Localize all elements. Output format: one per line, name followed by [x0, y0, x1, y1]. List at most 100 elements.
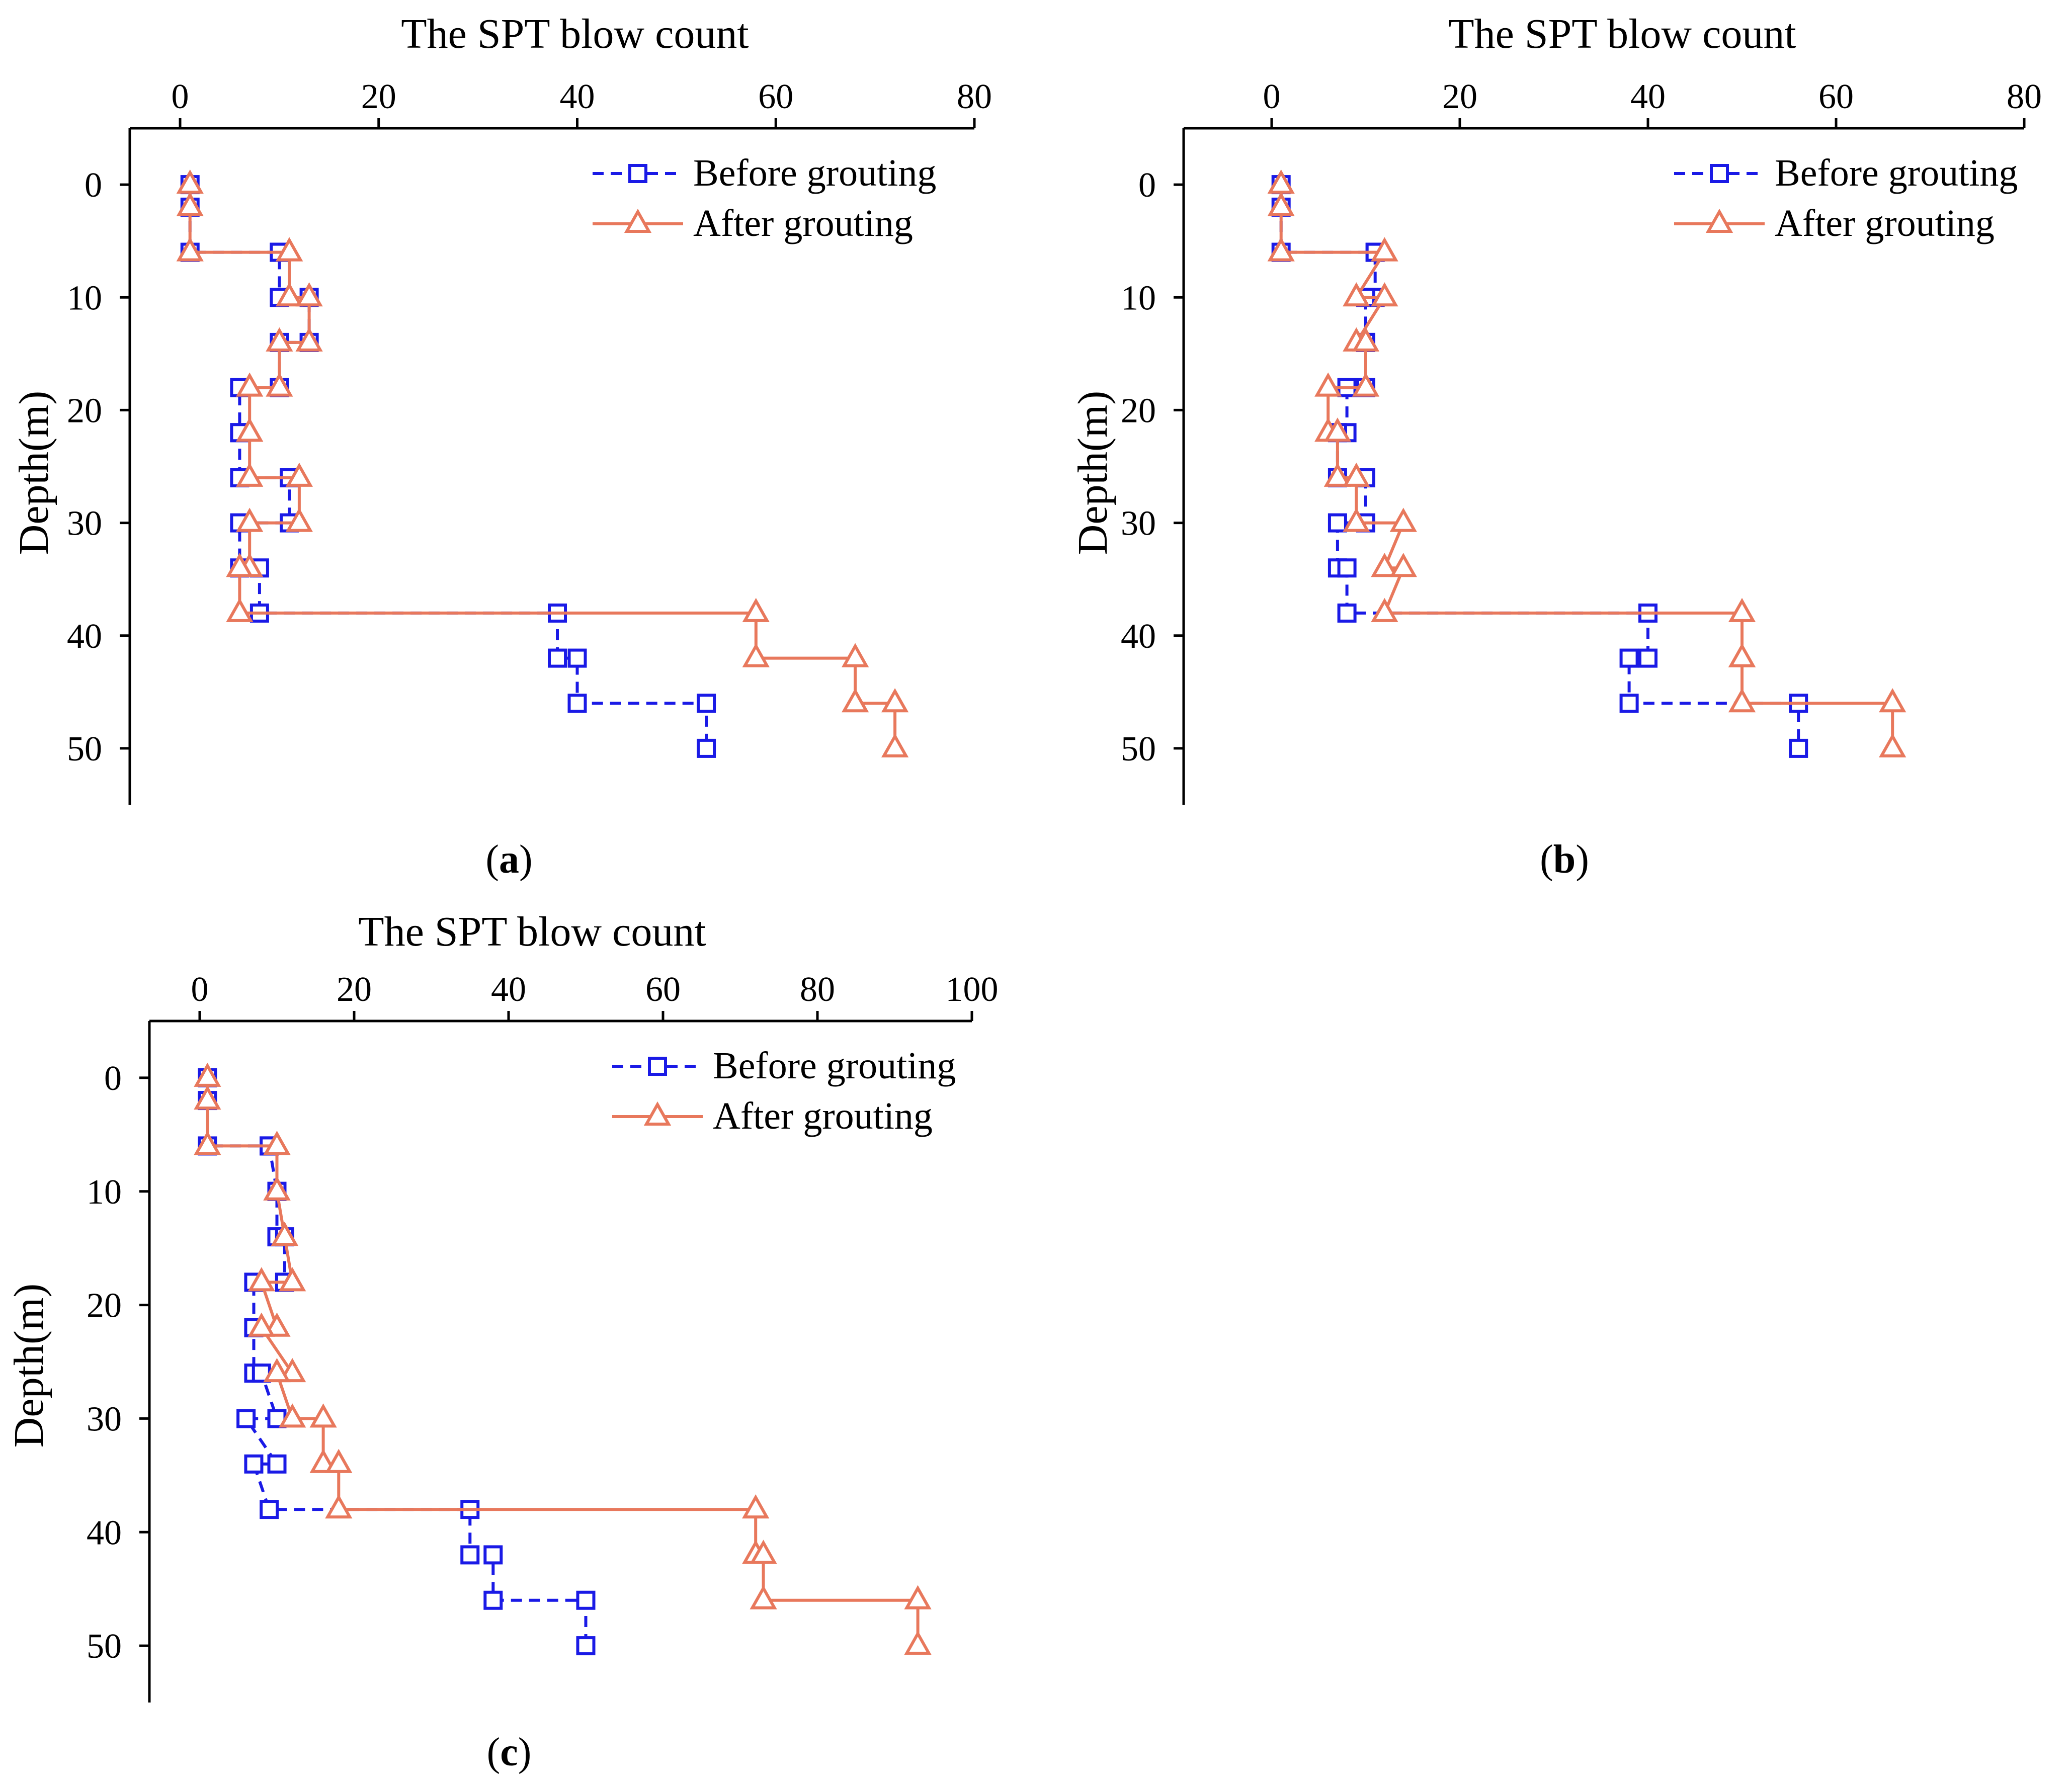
- square-icon: [648, 1057, 667, 1076]
- y-tick-label: 0: [104, 1059, 122, 1098]
- after-grouting-point: [309, 1403, 337, 1428]
- chart-panel-b: The SPT blow count Depth(m) (b) 0 20 40 60 8…: [1069, 11, 2042, 882]
- x-axis-title: The SPT blow count: [401, 11, 749, 57]
- before-grouting-point: [244, 1454, 264, 1474]
- after-grouting-point: [742, 598, 770, 622]
- after-grouting-point: [1371, 553, 1398, 577]
- before-grouting-point: [697, 738, 716, 758]
- x-tick-label: 40: [560, 77, 595, 116]
- y-tick-label: 40: [87, 1513, 122, 1552]
- after-grouting-point: [285, 507, 313, 532]
- after-grouting-point: [176, 192, 204, 216]
- y-axis-title: Depth(m): [11, 391, 57, 555]
- legend-before-label: Before grouting: [1775, 152, 2018, 194]
- after-grouting-point: [247, 1312, 275, 1337]
- after-grouting-point: [266, 327, 293, 352]
- y-axis-title: Depth(m): [1069, 391, 1116, 555]
- before-grouting-point: [267, 1454, 287, 1474]
- before-grouting-point: [483, 1545, 503, 1565]
- before-grouting-point: [460, 1545, 480, 1565]
- after-grouting-point: [1728, 643, 1756, 667]
- before-grouting-point: [1638, 648, 1657, 668]
- legend-after-label: After grouting: [693, 202, 913, 244]
- before-grouting-point: [567, 694, 587, 713]
- after-grouting-point: [285, 462, 313, 487]
- after-grouting-point: [1343, 462, 1370, 487]
- after-grouting-point: [263, 1357, 291, 1383]
- x-tick-label: 0: [191, 970, 209, 1009]
- series-after-grouting-line: [206, 1077, 920, 1646]
- after-grouting-point: [1371, 237, 1398, 262]
- after-grouting-point: [742, 643, 770, 667]
- after-grouting-point: [842, 688, 869, 713]
- y-tick-label: 30: [67, 504, 102, 543]
- before-grouting-point: [260, 1500, 279, 1519]
- x-tick-label: 20: [1442, 77, 1477, 116]
- plot-area: 0 20 40 60 80 0 10 20 30 40 50 Before grouting After…: [67, 77, 992, 805]
- after-grouting-point: [842, 643, 869, 667]
- after-grouting-point: [194, 1085, 221, 1110]
- after-grouting-point: [176, 237, 204, 262]
- after-grouting-point: [295, 327, 323, 352]
- x-axis-title: The SPT blow count: [358, 908, 706, 955]
- y-tick-label: 20: [87, 1287, 122, 1325]
- triangle-icon: [1705, 208, 1733, 233]
- x-tick-label: 100: [946, 970, 999, 1009]
- after-grouting-point: [295, 282, 323, 307]
- x-tick-label: 0: [172, 77, 189, 116]
- y-tick-label: 50: [67, 730, 102, 769]
- after-grouting-point: [1267, 237, 1295, 262]
- plot-area: 0 20 40 60 80 100 0 10 20 30 40 50 Before grouting Af…: [87, 970, 999, 1703]
- series-after-grouting-line: [188, 185, 897, 748]
- x-tick-label: 0: [1263, 77, 1281, 116]
- y-tick-label: 30: [1121, 504, 1156, 543]
- y-tick-label: 0: [1138, 166, 1156, 205]
- chart-panel-c: The SPT blow count Depth(m) (c) 0 20 40 60 8…: [6, 908, 999, 1774]
- panel-label: (b): [1540, 837, 1589, 882]
- y-tick-label: 10: [1121, 279, 1156, 317]
- after-grouting-point: [263, 1131, 291, 1155]
- after-grouting-point: [194, 1131, 221, 1155]
- y-axis-title: Depth(m): [6, 1284, 52, 1448]
- after-grouting-point: [1314, 372, 1342, 397]
- y-tick-label: 50: [87, 1627, 122, 1666]
- after-grouting-point: [904, 1585, 932, 1609]
- after-grouting-point: [226, 598, 254, 622]
- x-tick-label: 40: [491, 970, 526, 1009]
- x-tick-label: 60: [1818, 77, 1854, 116]
- legend: Before grouting After grouting: [612, 1045, 956, 1137]
- square-icon: [628, 164, 647, 183]
- after-grouting-point: [1389, 553, 1417, 577]
- after-grouting-point: [236, 372, 264, 397]
- series-before-grouting-line: [206, 1077, 588, 1646]
- after-grouting-point: [1371, 282, 1398, 307]
- series-before-grouting-line: [1279, 185, 1800, 748]
- x-tick-label: 20: [337, 970, 372, 1009]
- panel-label: (c): [487, 1730, 532, 1774]
- legend-before-label: Before grouting: [693, 152, 936, 194]
- legend: Before grouting After grouting: [1674, 152, 2018, 244]
- before-grouting-point: [1337, 558, 1357, 578]
- after-grouting-point: [1728, 598, 1756, 622]
- x-axis-title: The SPT blow count: [1448, 11, 1796, 57]
- before-grouting-point: [576, 1636, 596, 1656]
- before-grouting-point: [483, 1590, 503, 1610]
- square-icon: [1710, 164, 1729, 183]
- y-tick-label: 10: [87, 1173, 122, 1212]
- y-tick-label: 40: [67, 617, 102, 656]
- legend-after-label: After grouting: [713, 1095, 933, 1137]
- panel-label: (a): [485, 837, 532, 882]
- series-after-grouting-line: [1279, 185, 1894, 748]
- triangle-icon: [643, 1101, 672, 1126]
- after-grouting-point: [1323, 417, 1352, 442]
- before-grouting-point: [576, 1590, 596, 1610]
- triangle-icon: [624, 208, 652, 233]
- after-grouting-point: [236, 417, 264, 442]
- after-grouting-point: [1879, 688, 1907, 713]
- after-grouting-point: [1323, 462, 1352, 487]
- after-grouting-point: [236, 507, 264, 532]
- x-tick-label: 80: [800, 970, 835, 1009]
- after-grouting-point: [1389, 507, 1417, 532]
- x-tick-label: 40: [1630, 77, 1666, 116]
